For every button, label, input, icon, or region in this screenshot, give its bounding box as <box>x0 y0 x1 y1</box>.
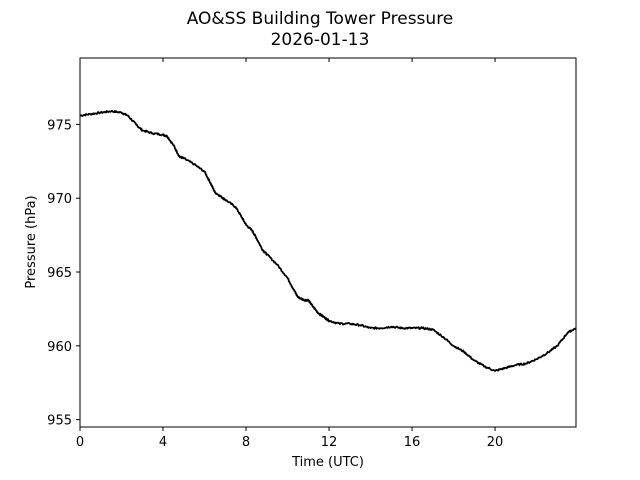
y-tick-label: 960 <box>47 340 72 355</box>
x-tick-label: 12 <box>321 435 338 450</box>
x-axis: 0 4 8 12 16 20 <box>76 58 503 450</box>
x-tick-label: 16 <box>404 435 421 450</box>
y-axis: 955 960 965 970 975 <box>47 118 80 429</box>
y-tick-label: 975 <box>47 118 72 133</box>
chart-title: AO&SS Building Tower Pressure <box>187 9 454 29</box>
series-line-pressure <box>79 109 577 372</box>
y-axis-label: Pressure (hPa) <box>24 195 39 288</box>
x-tick-label: 4 <box>159 435 167 450</box>
x-tick-label: 8 <box>242 435 250 450</box>
x-tick-label: 20 <box>487 435 504 450</box>
x-tick-label: 0 <box>76 435 84 450</box>
y-tick-label: 970 <box>47 192 72 207</box>
plot-frame <box>79 57 577 428</box>
y-tick-label: 955 <box>47 414 72 429</box>
x-axis-label: Time (UTC) <box>291 455 364 470</box>
chart-subtitle: 2026-01-13 <box>271 30 370 50</box>
y-tick-label: 965 <box>47 266 72 281</box>
